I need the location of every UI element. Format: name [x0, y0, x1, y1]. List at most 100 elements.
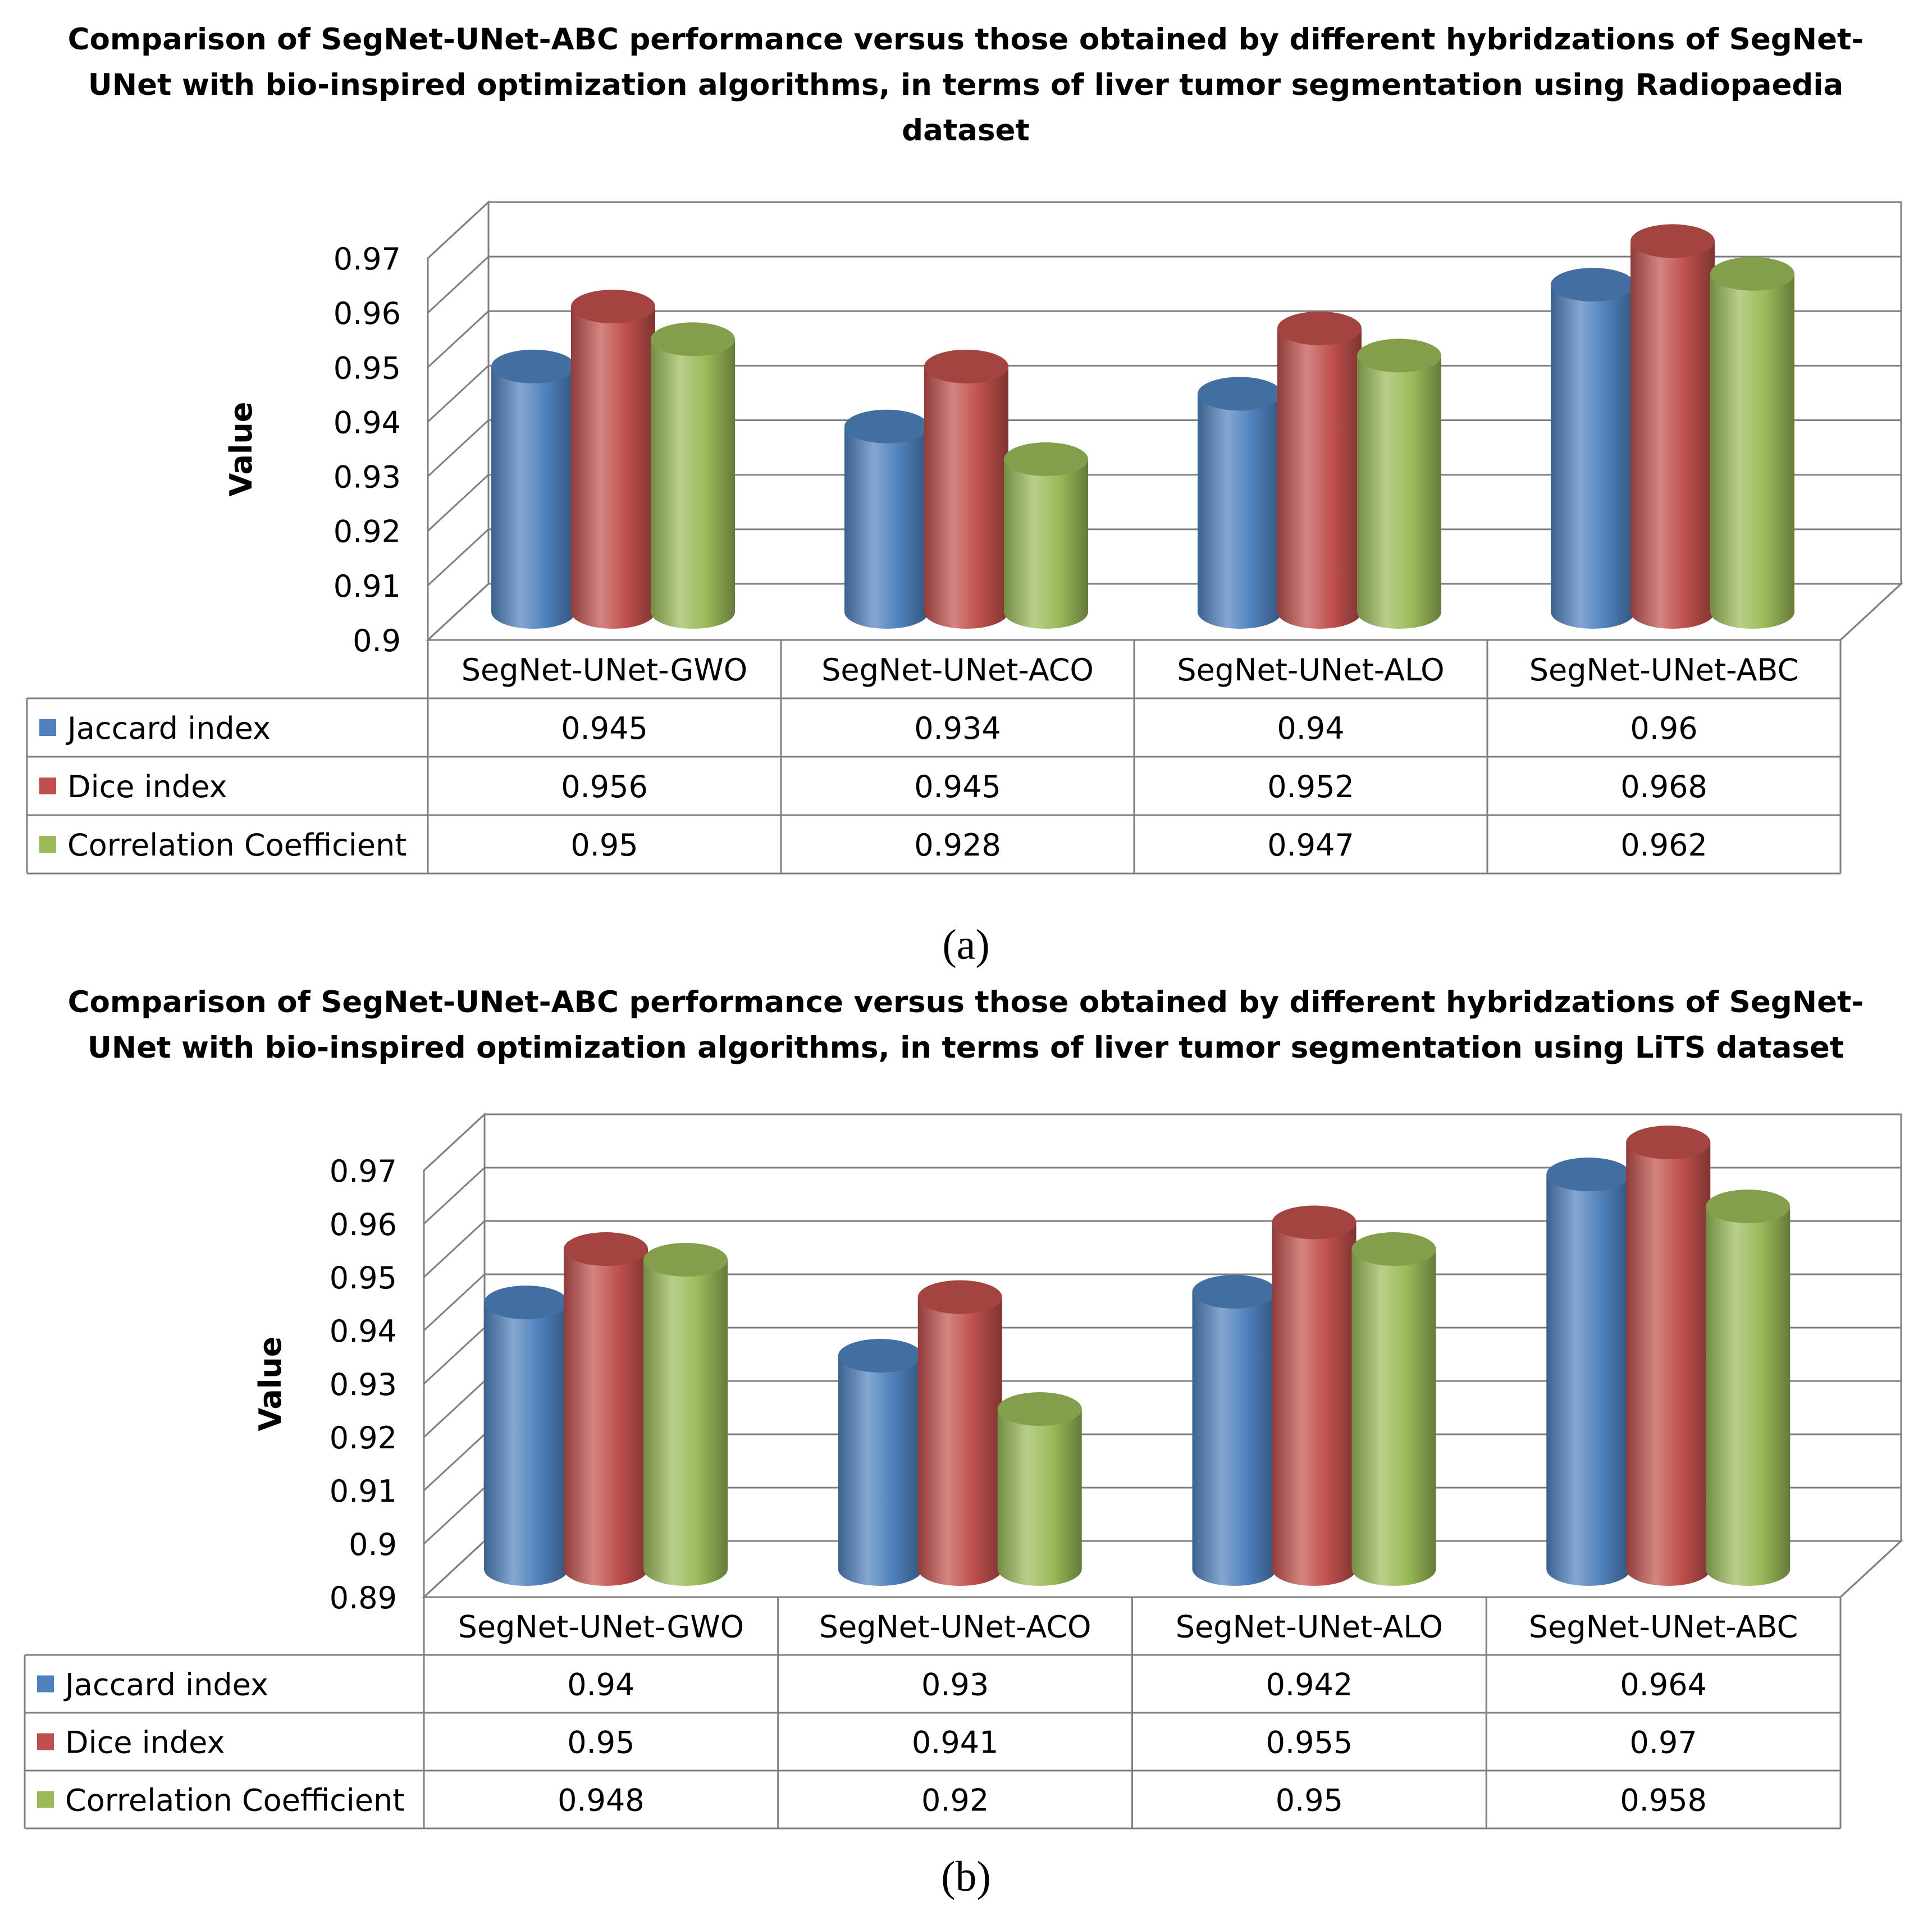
bar-correlation-coefficient	[1357, 355, 1441, 629]
bar-top	[838, 1339, 922, 1373]
bar-top	[997, 1392, 1082, 1426]
data-label: 0.93	[921, 1667, 989, 1703]
gridline	[427, 310, 1901, 368]
bar-top	[1626, 1126, 1711, 1159]
legend-swatch	[39, 719, 56, 736]
bar-correlation-coefficient	[1710, 273, 1794, 629]
figure-a: Comparison of SegNet-UNet-ABC performanc…	[26, 22, 1903, 968]
bar-correlation-coefficient	[1004, 459, 1088, 629]
figure-caption: (b)	[941, 1853, 991, 1900]
x-tick-label: SegNet-UNet-ACO	[819, 1609, 1091, 1645]
y-tick-label: 0.9	[353, 623, 401, 658]
bar-jaccard-index	[484, 1302, 568, 1586]
bar-top	[1004, 442, 1088, 476]
y-tick-label: 0.91	[334, 569, 401, 604]
figure-b: Comparison of SegNet-UNet-ABC performanc…	[0, 971, 1932, 1907]
data-label: 0.92	[921, 1783, 989, 1818]
bar-top	[491, 349, 576, 383]
legend-swatch	[39, 778, 56, 794]
bar-top	[1630, 224, 1715, 258]
legend-label: Dice index	[65, 1725, 225, 1760]
chart-title: Comparison of SegNet-UNet-ABC performanc…	[67, 22, 1864, 148]
gridline	[423, 1113, 1901, 1172]
chart-title: Comparison of SegNet-UNet-ABC performanc…	[67, 985, 1864, 1065]
bar-top	[844, 409, 929, 443]
y-tick-label: 0.92	[334, 514, 401, 550]
data-label: 0.95	[567, 1725, 634, 1760]
table-line	[1839, 1540, 1902, 1598]
bar-top	[1546, 1158, 1631, 1191]
x-tick-label: SegNet-UNet-GWO	[462, 652, 748, 688]
bar-jaccard-index	[1198, 394, 1282, 629]
data-label: 0.958	[1620, 1783, 1707, 1818]
data-label: 0.968	[1620, 769, 1707, 804]
data-label: 0.97	[1630, 1725, 1697, 1760]
data-label: 0.941	[912, 1725, 999, 1760]
data-label: 0.962	[1620, 827, 1707, 863]
bar-top	[1198, 377, 1282, 411]
y-tick-label: 0.95	[334, 350, 401, 386]
y-axis-label: Value	[253, 1337, 288, 1432]
bar-dice-index	[1277, 328, 1362, 629]
data-label: 0.952	[1267, 769, 1354, 804]
bar-top	[1357, 339, 1441, 373]
y-tick-label: 0.96	[330, 1207, 397, 1242]
bar-top	[1551, 268, 1635, 302]
data-label: 0.945	[561, 711, 648, 746]
data-label: 0.95	[1276, 1783, 1343, 1818]
chart-b-plot: 0.97 0.96 0.95 0.94 0.93 0.92 0.91 0.9 0.89 Value…	[24, 1112, 1903, 1830]
data-label: 0.94	[1277, 711, 1344, 746]
data-label: 0.956	[561, 769, 648, 804]
y-tick-label: 0.97	[330, 1154, 397, 1189]
table-line	[1839, 583, 1902, 641]
x-tick-label: SegNet-UNet-ALO	[1176, 1609, 1443, 1645]
bar-jaccard-index	[1546, 1174, 1631, 1586]
x-tick-label: SegNet-UNet-ACO	[821, 652, 1094, 688]
gridline	[427, 201, 1901, 259]
x-tick-label: SegNet-UNet-ABC	[1529, 1609, 1798, 1645]
chart-a-plot: 0.97 0.96 0.95 0.94 0.93 0.92 0.91 0.9 Value SegN…	[26, 200, 1903, 875]
legend-label: Jaccard index	[63, 1667, 268, 1703]
y-tick-label: 0.96	[334, 296, 401, 331]
bar-jaccard-index	[491, 366, 576, 629]
legend-label: Correlation Coefficient	[65, 1783, 404, 1818]
y-tick-label: 0.9	[349, 1527, 397, 1562]
bar-top	[484, 1286, 568, 1319]
data-label: 0.95	[570, 827, 638, 863]
y-tick-label: 0.94	[334, 405, 401, 440]
bar-top	[1706, 1190, 1791, 1223]
bar-correlation-coefficient	[643, 1260, 728, 1586]
bar-top	[1351, 1232, 1436, 1266]
y-axis-label: Value	[223, 402, 259, 497]
bar-top	[1710, 257, 1794, 291]
bar-correlation-coefficient	[651, 339, 735, 629]
bar-top	[564, 1232, 648, 1266]
legend-label: Dice index	[67, 769, 227, 804]
data-label: 0.964	[1620, 1667, 1707, 1703]
y-tick-label: 0.92	[330, 1420, 397, 1456]
bar-top	[571, 290, 655, 323]
bar-top	[1272, 1205, 1356, 1240]
legend-label: Correlation Coefficient	[67, 827, 407, 863]
bar-jaccard-index	[838, 1356, 922, 1586]
bar-correlation-coefficient	[1706, 1206, 1791, 1586]
y-tick-label: 0.91	[330, 1474, 397, 1509]
data-label: 0.948	[558, 1783, 645, 1818]
gridline	[423, 1220, 1901, 1278]
bar-dice-index	[917, 1297, 1002, 1586]
bar-dice-index	[564, 1249, 648, 1586]
y-tick-label: 0.97	[334, 241, 401, 277]
data-label: 0.945	[914, 769, 1001, 804]
y-tick-label: 0.93	[330, 1367, 397, 1402]
side-wall	[427, 200, 490, 642]
bar-dice-index	[1272, 1222, 1356, 1586]
legend-swatch	[39, 836, 56, 853]
bar-top	[924, 349, 1008, 383]
bar-top	[1277, 311, 1362, 345]
x-tick-label: SegNet-UNet-GWO	[458, 1609, 745, 1645]
bar-jaccard-index	[1192, 1292, 1277, 1586]
x-tick-label: SegNet-UNet-ALO	[1177, 652, 1444, 688]
legend-label: Jaccard index	[66, 711, 271, 746]
bar-dice-index	[571, 307, 655, 629]
legend-swatch	[37, 1791, 54, 1808]
